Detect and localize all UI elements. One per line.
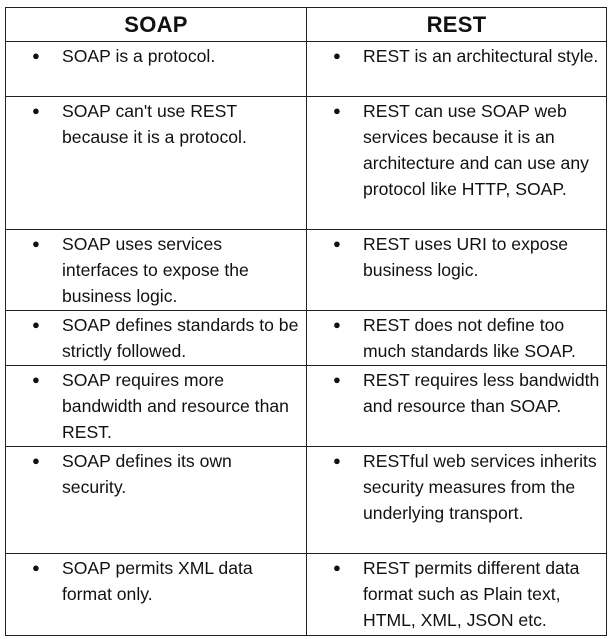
bullet-icon: ● [32,453,40,468]
soap-vs-rest-table: SOAP REST ● SOAP is a protocol. ● REST is … [5,7,607,636]
table-row: ● SOAP requires more bandwidth and resour… [5,365,607,447]
bullet-icon: ● [32,560,40,575]
table-row: ● SOAP can't use REST because it is a pro… [5,96,607,230]
table-row: ● SOAP uses services interfaces to expose… [5,229,607,311]
rest-point: REST does not define too much standards … [363,315,576,361]
bullet-icon: ● [32,48,40,63]
rest-point: REST uses URI to expose business logic. [363,234,569,280]
rest-point: REST requires less bandwidth and resourc… [363,370,600,416]
rest-point: REST can use SOAP web services because i… [363,101,589,199]
bullet-icon: ● [32,103,40,118]
soap-cell: ● SOAP uses services interfaces to expose… [5,229,307,311]
bullet-icon: ● [333,453,341,468]
soap-cell: ● SOAP can't use REST because it is a pro… [5,96,307,230]
header-row: SOAP REST [5,7,607,42]
soap-point: SOAP uses services interfaces to expose … [62,234,249,306]
soap-cell: ● SOAP defines its own security. [5,446,307,554]
rest-point: REST is an architectural style. [363,46,599,66]
rest-cell: ● REST requires less bandwidth and resour… [306,365,607,447]
rest-point: REST permits different data format such … [363,558,580,630]
bullet-icon: ● [333,317,341,332]
bullet-icon: ● [32,317,40,332]
bullet-icon: ● [333,103,341,118]
soap-point: SOAP defines standards to be strictly fo… [62,315,299,361]
header-soap: SOAP [5,7,307,42]
table-row: ● SOAP defines its own security. ● RESTful… [5,446,607,554]
bullet-icon: ● [333,236,341,251]
rest-cell: ● RESTful web services inherits security … [306,446,607,554]
rest-cell: ● REST is an architectural style. [306,41,607,97]
soap-point: SOAP is a protocol. [62,46,216,66]
soap-point: SOAP requires more bandwidth and resourc… [62,370,289,442]
bullet-icon: ● [333,48,341,63]
soap-cell: ● SOAP permits XML data format only. [5,553,307,636]
table-row: ● SOAP defines standards to be strictly f… [5,310,607,366]
soap-point: SOAP can't use REST because it is a prot… [62,101,247,147]
header-rest: REST [306,7,607,42]
rest-cell: ● REST permits different data format such… [306,553,607,636]
bullet-icon: ● [32,372,40,387]
soap-point: SOAP defines its own security. [62,451,232,497]
table-row: ● SOAP permits XML data format only. ● RES… [5,553,607,636]
rest-cell: ● REST uses URI to expose business logic. [306,229,607,311]
bullet-icon: ● [333,560,341,575]
soap-cell: ● SOAP defines standards to be strictly f… [5,310,307,366]
soap-point: SOAP permits XML data format only. [62,558,253,604]
rest-cell: ● REST does not define too much standards… [306,310,607,366]
rest-point: RESTful web services inherits security m… [363,451,597,523]
soap-cell: ● SOAP is a protocol. [5,41,307,97]
bullet-icon: ● [333,372,341,387]
table-row: ● SOAP is a protocol. ● REST is an archite… [5,41,607,97]
soap-cell: ● SOAP requires more bandwidth and resour… [5,365,307,447]
rest-cell: ● REST can use SOAP web services because … [306,96,607,230]
bullet-icon: ● [32,236,40,251]
